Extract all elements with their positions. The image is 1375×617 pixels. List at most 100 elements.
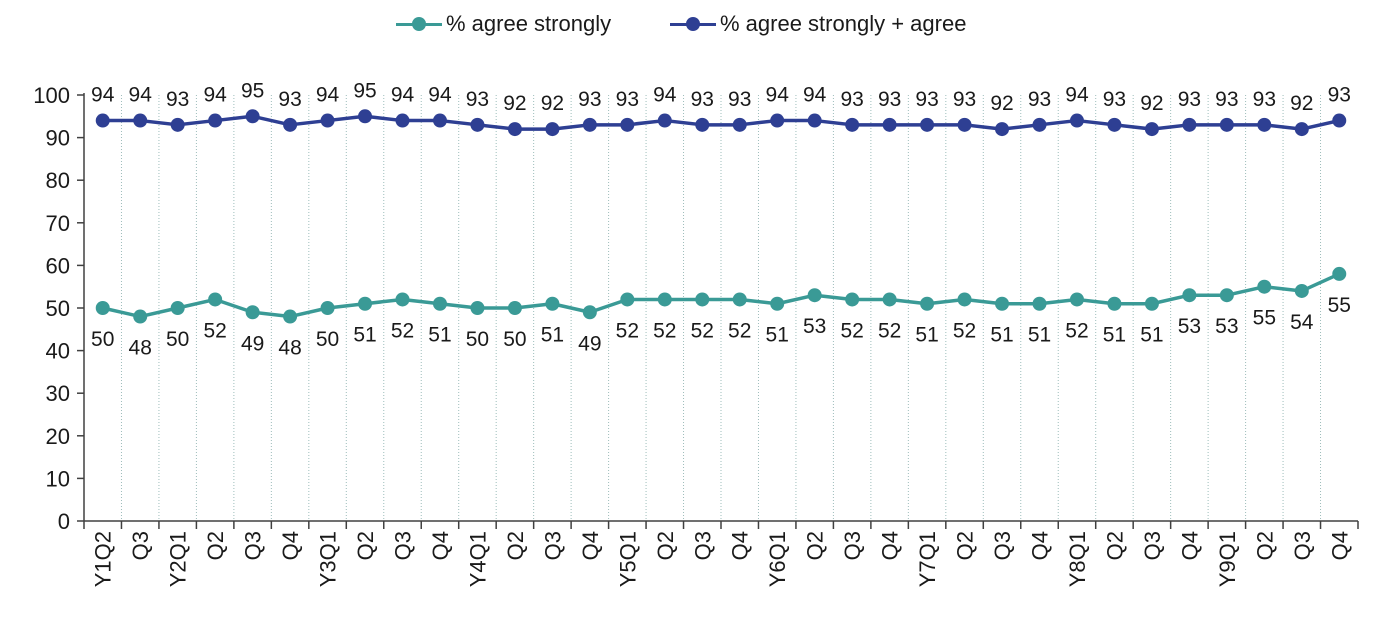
data-point: [470, 117, 485, 132]
x-tick-label: Q4: [878, 531, 903, 560]
data-point: [1144, 296, 1159, 311]
data-point: [807, 288, 822, 303]
data-label: 93: [1028, 88, 1051, 111]
x-tick-label: Q4: [1177, 531, 1202, 560]
data-label: 95: [241, 79, 264, 102]
data-label: 93: [728, 88, 751, 111]
x-tick-label: Y5Q1: [615, 531, 640, 587]
x-tick-label: Q4: [1028, 531, 1053, 560]
data-label: 49: [241, 332, 264, 355]
data-point: [695, 292, 710, 307]
data-label: 94: [653, 84, 677, 107]
data-point: [1294, 122, 1309, 137]
data-label: 94: [391, 84, 415, 107]
data-label: 93: [578, 88, 601, 111]
x-tick-label: Q4: [278, 531, 303, 560]
x-tick-label: Q2: [353, 531, 378, 560]
x-tick-label: Y3Q1: [316, 531, 341, 587]
data-label: 94: [316, 84, 340, 107]
data-label: 95: [353, 79, 376, 102]
data-point: [1332, 266, 1347, 281]
x-tick-label: Q2: [953, 531, 978, 560]
data-point: [395, 292, 410, 307]
y-tick-label: 90: [46, 126, 70, 151]
data-point: [582, 305, 597, 320]
data-point: [1257, 279, 1272, 294]
data-label: 93: [878, 88, 901, 111]
data-point: [283, 117, 298, 132]
data-point: [657, 113, 672, 128]
data-point: [170, 117, 185, 132]
x-tick-label: Q2: [803, 531, 828, 560]
data-point: [208, 292, 223, 307]
data-label: 53: [803, 315, 826, 338]
data-point: [545, 296, 560, 311]
data-label: 52: [878, 319, 901, 342]
x-tick-label: Q4: [1327, 531, 1352, 560]
data-point: [732, 117, 747, 132]
data-point: [95, 301, 110, 315]
data-label: 94: [203, 84, 227, 107]
data-point: [995, 296, 1010, 311]
data-label: 92: [503, 92, 526, 115]
y-tick-label: 50: [46, 296, 70, 321]
data-label: 92: [1290, 92, 1313, 115]
data-point: [95, 113, 110, 128]
data-label: 94: [129, 84, 153, 107]
x-tick-label: Y8Q1: [1065, 531, 1090, 587]
x-tick-label: Y1Q2: [91, 531, 116, 587]
data-point: [1219, 288, 1234, 303]
data-point: [920, 296, 935, 311]
data-point: [770, 113, 785, 128]
data-label: 93: [1328, 84, 1351, 107]
data-point: [320, 113, 335, 128]
data-point: [358, 109, 373, 124]
data-point: [1032, 296, 1047, 311]
data-point: [545, 122, 560, 137]
x-tick-label: Q4: [578, 531, 603, 560]
data-point: [582, 117, 597, 132]
chart-legend: % agree strongly % agree strongly + agre…: [0, 8, 1375, 40]
data-point: [320, 301, 335, 315]
y-tick-label: 60: [46, 253, 70, 278]
x-tick-label: Q3: [990, 531, 1015, 560]
data-point: [1294, 283, 1309, 298]
data-point: [395, 113, 410, 128]
data-label: 52: [616, 319, 639, 342]
data-label: 50: [91, 328, 114, 351]
x-tick-label: Y9Q1: [1215, 531, 1240, 587]
x-tick-label: Q3: [540, 531, 565, 560]
data-point: [845, 117, 860, 132]
data-point: [432, 113, 447, 128]
x-tick-label: Q2: [1252, 531, 1277, 560]
data-point: [807, 113, 822, 128]
data-label: 51: [428, 324, 451, 347]
data-label: 51: [353, 324, 376, 347]
data-label: 93: [616, 88, 639, 111]
data-point: [170, 301, 185, 315]
data-label: 49: [578, 332, 601, 355]
data-label: 51: [915, 324, 938, 347]
data-label: 50: [166, 328, 189, 351]
legend-swatch-agree-strongly: [396, 14, 442, 34]
legend-item-agree-strongly: % agree strongly: [396, 8, 611, 40]
data-point: [245, 109, 260, 124]
data-label: 94: [803, 84, 827, 107]
data-label: 50: [503, 328, 526, 351]
x-tick-label: Y7Q1: [915, 531, 940, 587]
data-point: [1144, 122, 1159, 137]
data-point: [1219, 117, 1234, 132]
data-point: [432, 296, 447, 311]
data-label: 55: [1328, 294, 1351, 317]
data-point: [620, 117, 635, 132]
data-point: [208, 113, 223, 128]
legend-label-agree-strongly-plus-agree: % agree strongly + agree: [720, 11, 967, 36]
x-tick-label: Q2: [653, 531, 678, 560]
data-point: [845, 292, 860, 307]
data-point: [957, 117, 972, 132]
data-label: 52: [653, 319, 676, 342]
data-point: [133, 309, 148, 324]
y-tick-label: 30: [46, 381, 70, 406]
x-tick-label: Q3: [241, 531, 266, 560]
